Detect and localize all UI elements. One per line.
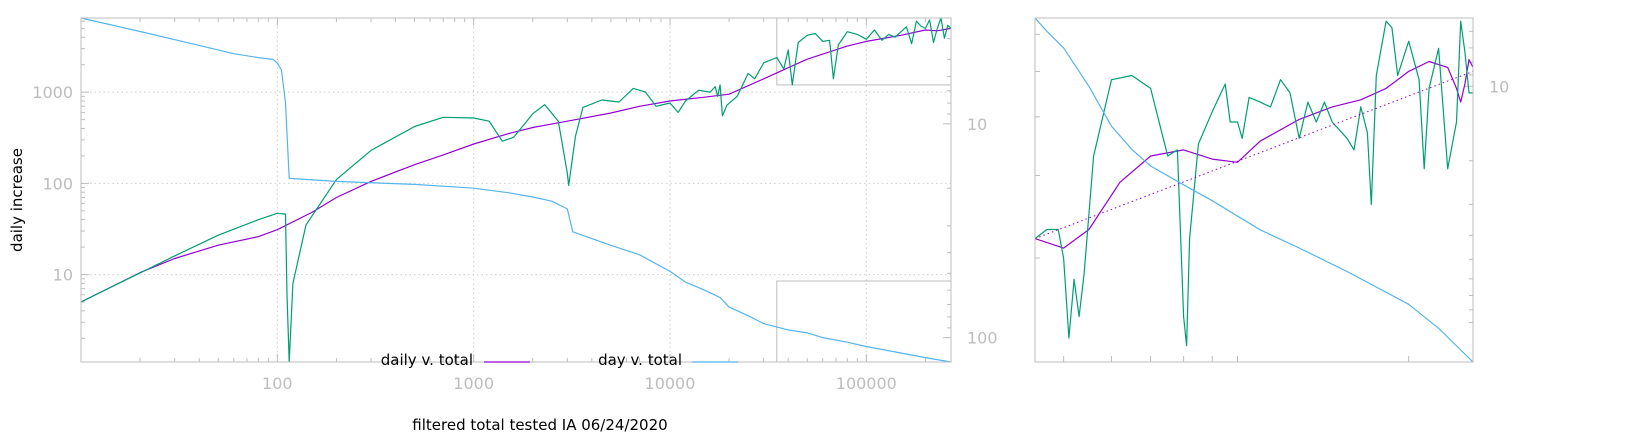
y2-tick-label: 10 xyxy=(967,115,987,134)
series-line-0 xyxy=(80,27,952,303)
main-plot: 100 1000 10000 100000 10 100 1000 10 100 xyxy=(32,17,998,393)
series-line-2 xyxy=(80,17,952,363)
y2-tick-label: 100 xyxy=(967,329,998,348)
plot-frame xyxy=(80,17,952,363)
inset-region-box xyxy=(776,280,952,363)
y-tick-label: 1000 xyxy=(32,83,73,102)
x-axis-title: filtered total tested IA 06/24/2020 xyxy=(412,416,667,434)
series-line-1 xyxy=(80,17,952,363)
x-tick-label: 10000 xyxy=(645,374,696,393)
inset-series-line-2 xyxy=(1034,17,1474,363)
x-tick-label: 100000 xyxy=(836,374,897,393)
inset-frame xyxy=(1034,17,1474,363)
inset-series-line-3 xyxy=(1034,70,1474,240)
legend-label-daily: daily v. total xyxy=(381,351,473,369)
y-axis-title: daily increase xyxy=(8,148,26,252)
y-tick-label: 10 xyxy=(53,266,73,285)
legend: daily v. total day v. total xyxy=(381,351,738,369)
x-tick-label: 100 xyxy=(262,374,293,393)
inset-series-line-0 xyxy=(1034,59,1474,249)
y-tick-label: 100 xyxy=(42,174,73,193)
inset-plot: 10 xyxy=(1034,17,1509,363)
inset-series-line-1 xyxy=(1034,20,1473,347)
legend-label-day: day v. total xyxy=(598,351,682,369)
x-tick-label: 1000 xyxy=(453,374,494,393)
inset-y2-tick-label: 10 xyxy=(1489,77,1509,96)
